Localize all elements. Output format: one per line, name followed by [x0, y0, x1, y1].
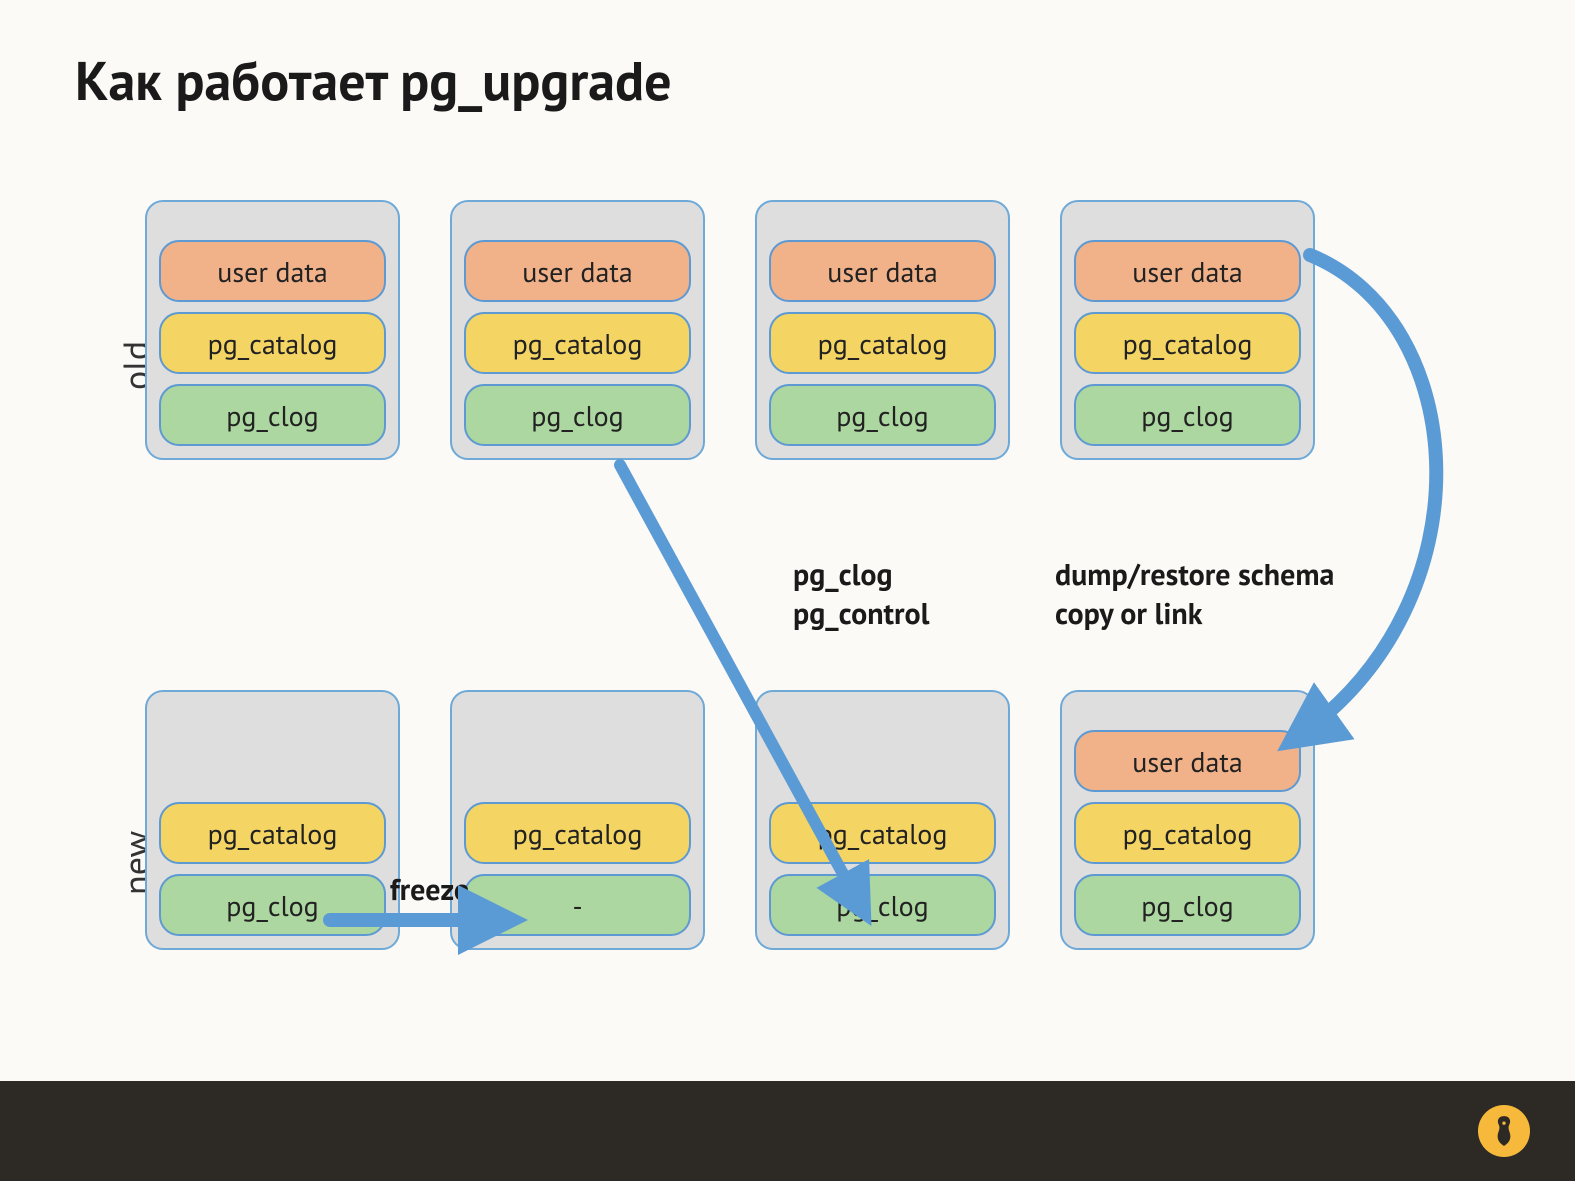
new-container-3: user data pg_catalog pg_clog [1060, 690, 1315, 950]
cell-pg_clog: pg_clog [769, 384, 996, 446]
cell-pg_catalog: pg_catalog [464, 312, 691, 374]
old-container-0: user data pg_catalog pg_clog [145, 200, 400, 460]
cell-user_data: user data [1074, 730, 1301, 792]
userdata-arrow [1300, 255, 1436, 735]
cell-user_data: user data [464, 240, 691, 302]
cell-pg_clog: pg_clog [464, 384, 691, 446]
cell-dash: - [464, 874, 691, 936]
new-container-0: pg_catalog pg_clog [145, 690, 400, 950]
cell-pg_catalog: pg_catalog [769, 312, 996, 374]
footer-bar [0, 1081, 1575, 1181]
label-dump-restore: dump/restore schema copy or link [1055, 555, 1334, 633]
old-container-1: user data pg_catalog pg_clog [450, 200, 705, 460]
cell-pg_catalog: pg_catalog [159, 802, 386, 864]
cell-pg_catalog: pg_catalog [159, 312, 386, 374]
cell-pg_catalog: pg_catalog [769, 802, 996, 864]
arrows-layer [0, 0, 1575, 1181]
new-container-2: pg_catalog pg_clog [755, 690, 1010, 950]
new-container-1: pg_catalog - [450, 690, 705, 950]
cell-user_data: user data [159, 240, 386, 302]
cell-pg_catalog: pg_catalog [1074, 312, 1301, 374]
cell-pg_clog: pg_clog [1074, 384, 1301, 446]
slide: Как работает pg_upgrade old new user dat… [0, 0, 1575, 1181]
logo-icon [1491, 1114, 1517, 1148]
cell-pg_catalog: pg_catalog [464, 802, 691, 864]
old-container-2: user data pg_catalog pg_clog [755, 200, 1010, 460]
cell-pg_clog: pg_clog [159, 874, 386, 936]
footer-logo [1478, 1105, 1530, 1157]
slide-title: Как работает pg_upgrade [75, 45, 672, 115]
old-container-3: user data pg_catalog pg_clog [1060, 200, 1315, 460]
cell-pg_clog: pg_clog [769, 874, 996, 936]
label-freeze: freeze [390, 870, 469, 909]
cell-pg_catalog: pg_catalog [1074, 802, 1301, 864]
cell-pg_clog: pg_clog [1074, 874, 1301, 936]
cell-user_data: user data [1074, 240, 1301, 302]
cell-user_data: user data [769, 240, 996, 302]
label-pg-clog-control: pg_clog pg_control [793, 555, 929, 633]
cell-pg_clog: pg_clog [159, 384, 386, 446]
